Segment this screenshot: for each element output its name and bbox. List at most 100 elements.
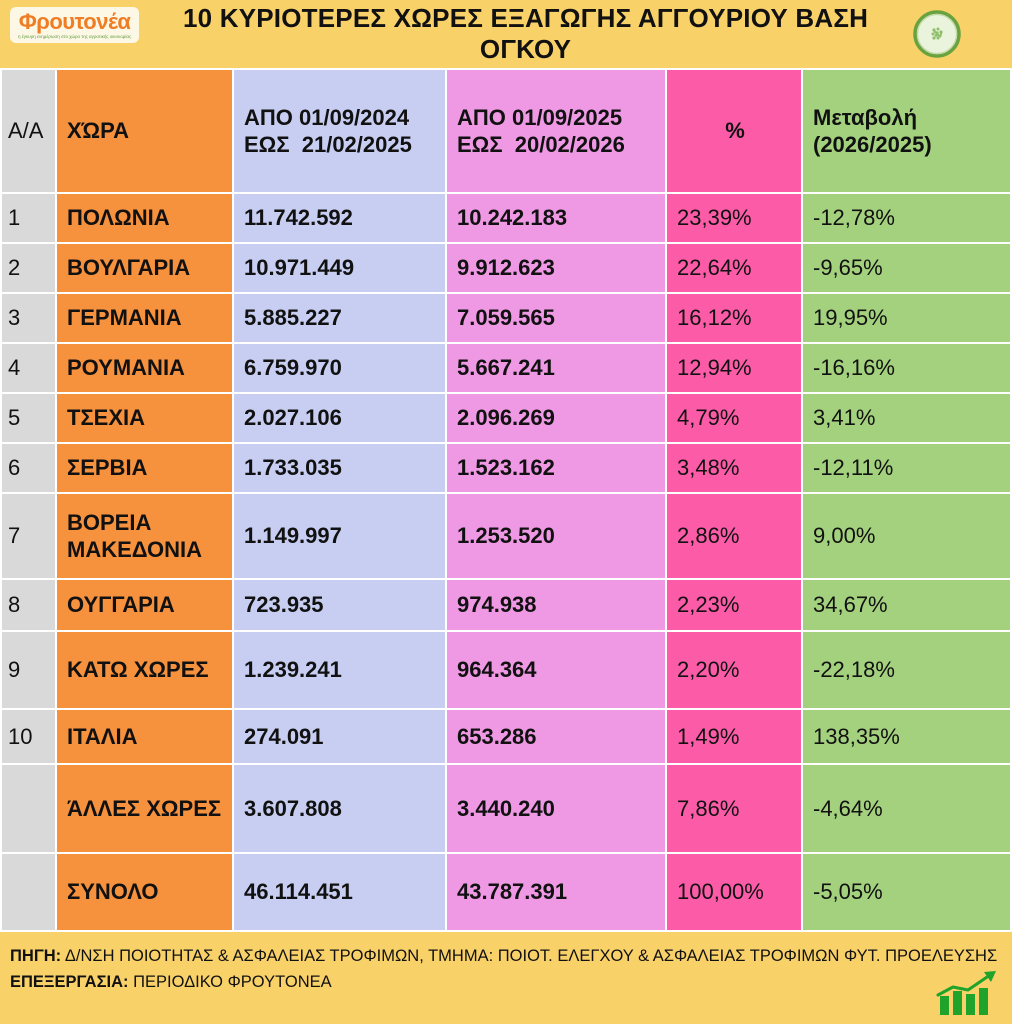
cell-percent: 2,86% (667, 494, 801, 578)
cell-period2: 1.253.520 (447, 494, 665, 578)
cell-period1: 5.885.227 (234, 294, 445, 342)
cell-index: 3 (2, 294, 55, 342)
column-header-period2: ΑΠΟ 01/09/2025 ΕΩΣ 20/02/2026 (447, 70, 665, 192)
table-row: 7 ΒΟΡΕΙΑ ΜΑΚΕΔΟΝΙΑ 1.149.997 1.253.520 2,86%… (2, 494, 1010, 578)
cell-period1: 274.091 (234, 710, 445, 763)
cell-index: 2 (2, 244, 55, 292)
cell-period2: 3.440.240 (447, 765, 665, 852)
cell-period1: 46.114.451 (234, 854, 445, 930)
source-label: ΠΗΓΗ: (10, 947, 62, 965)
cell-index: 4 (2, 344, 55, 392)
table-row: 1 ΠΟΛΩΝΙΑ 11.742.592 10.242.183 23,39% -12,78… (2, 194, 1010, 242)
column-header-index: A/A (2, 70, 55, 192)
cell-period2: 653.286 (447, 710, 665, 763)
table-row: 5 ΤΣΕΧΙΑ 2.027.106 2.096.269 4,79% 3,41% (2, 394, 1010, 442)
processing-line: ΕΠΕΞΕΡΓΑΣΙΑ: ΠΕΡΙΟΔΙΚΟ ΦΡΟΥΤΟΝΕΑ (10, 970, 998, 996)
cell-index: 10 (2, 710, 55, 763)
cell-period1: 3.607.808 (234, 765, 445, 852)
cell-country: ΒΟΥΛΓΑΡΙΑ (57, 244, 232, 292)
source-line: ΠΗΓΗ: Δ/ΝΣΗ ΠΟΙΟΤΗΤΑΣ & ΑΣΦΑΛΕΙΑΣ ΤΡΟΦΙΜ… (10, 944, 998, 970)
cucumber-slice-icon (913, 10, 961, 58)
table-row: 8 ΟΥΓΓΑΡΙΑ 723.935 974.938 2,23% 34,67% (2, 580, 1010, 630)
cell-index: 8 (2, 580, 55, 630)
table-row: 6 ΣΕΡΒΙΑ 1.733.035 1.523.162 3,48% -12,11% (2, 444, 1010, 492)
cell-index: 7 (2, 494, 55, 578)
cell-change: -4,64% (803, 765, 1010, 852)
cell-change: 34,67% (803, 580, 1010, 630)
cell-index (2, 854, 55, 930)
banner: Φρουτονέα η έγκυρη ενημέρωση στο χώρο τη… (0, 0, 1012, 68)
table-row: 3 ΓΕΡΜΑΝΙΑ 5.885.227 7.059.565 16,12% 19,95% (2, 294, 1010, 342)
cell-change: -16,16% (803, 344, 1010, 392)
processing-label: ΕΠΕΞΕΡΓΑΣΙΑ: (10, 972, 129, 991)
cell-period1: 1.239.241 (234, 632, 445, 708)
cell-change: -12,11% (803, 444, 1010, 492)
cell-change: -5,05% (803, 854, 1010, 930)
cell-index (2, 765, 55, 852)
cell-percent: 1,49% (667, 710, 801, 763)
table-row: ΣΥΝΟΛΟ 46.114.451 43.787.391 100,00% -5,05% (2, 854, 1010, 930)
cell-percent: 100,00% (667, 854, 801, 930)
processing-text: ΠΕΡΙΟΔΙΚΟ ΦΡΟΥΤΟΝΕΑ (128, 972, 332, 991)
table-row: 10 ΙΤΑΛΙΑ 274.091 653.286 1,49% 138,35% (2, 710, 1010, 763)
cell-period1: 11.742.592 (234, 194, 445, 242)
cell-index: 6 (2, 444, 55, 492)
cell-country: ΙΤΑΛΙΑ (57, 710, 232, 763)
cell-percent: 16,12% (667, 294, 801, 342)
cell-period1: 723.935 (234, 580, 445, 630)
cell-period1: 10.971.449 (234, 244, 445, 292)
cell-period2: 7.059.565 (447, 294, 665, 342)
cell-percent: 7,86% (667, 765, 801, 852)
logo-tagline: η έγκυρη ενημέρωση στο χώρο της αγροτική… (18, 34, 132, 40)
cell-change: -12,78% (803, 194, 1010, 242)
cell-period2: 10.242.183 (447, 194, 665, 242)
table-row: 4 ΡΟΥΜΑΝΙΑ 6.759.970 5.667.241 12,94% -16,16% (2, 344, 1010, 392)
cell-country: ΚΑΤΩ ΧΩΡΕΣ (57, 632, 232, 708)
column-header-country: ΧΏΡΑ (57, 70, 232, 192)
cell-country: ΓΕΡΜΑΝΙΑ (57, 294, 232, 342)
cell-country: ΒΟΡΕΙΑ ΜΑΚΕΔΟΝΙΑ (57, 494, 232, 578)
cell-change: 19,95% (803, 294, 1010, 342)
cell-country: ΠΟΛΩΝΙΑ (57, 194, 232, 242)
column-header-change: Μεταβολή (2026/2025) (803, 70, 1010, 192)
cell-percent: 3,48% (667, 444, 801, 492)
cell-index: 1 (2, 194, 55, 242)
footer: ΠΗΓΗ: Δ/ΝΣΗ ΠΟΙΟΤΗΤΑΣ & ΑΣΦΑΛΕΙΑΣ ΤΡΟΦΙΜ… (0, 932, 1012, 1024)
cell-period1: 1.149.997 (234, 494, 445, 578)
cell-period2: 974.938 (447, 580, 665, 630)
logo-wordmark: Φρουτονέα (18, 9, 131, 35)
cell-period2: 43.787.391 (447, 854, 665, 930)
cell-percent: 23,39% (667, 194, 801, 242)
table-row: 2 ΒΟΥΛΓΑΡΙΑ 10.971.449 9.912.623 22,64% -9,65… (2, 244, 1010, 292)
cell-percent: 4,79% (667, 394, 801, 442)
table-body: 1 ΠΟΛΩΝΙΑ 11.742.592 10.242.183 23,39% -12,78… (2, 194, 1010, 930)
cell-period2: 2.096.269 (447, 394, 665, 442)
cell-period1: 6.759.970 (234, 344, 445, 392)
cell-period1: 1.733.035 (234, 444, 445, 492)
cell-country: ΤΣΕΧΙΑ (57, 394, 232, 442)
cell-change: 138,35% (803, 710, 1010, 763)
growth-chart-icon (936, 971, 996, 1015)
cell-country: ΣΥΝΟΛΟ (57, 854, 232, 930)
cell-change: 9,00% (803, 494, 1010, 578)
cell-country: ΡΟΥΜΑΝΙΑ (57, 344, 232, 392)
cell-period2: 5.667.241 (447, 344, 665, 392)
exports-table: A/A ΧΏΡΑ ΑΠΟ 01/09/2024 ΕΩΣ 21/02/2025 Α… (0, 68, 1012, 932)
cell-period2: 964.364 (447, 632, 665, 708)
cell-country: ΆΛΛΕΣ ΧΩΡΕΣ (57, 765, 232, 852)
table-header-row: A/A ΧΏΡΑ ΑΠΟ 01/09/2024 ΕΩΣ 21/02/2025 Α… (2, 70, 1010, 192)
cell-period2: 9.912.623 (447, 244, 665, 292)
cell-percent: 2,20% (667, 632, 801, 708)
cell-change: -9,65% (803, 244, 1010, 292)
table-row: ΆΛΛΕΣ ΧΩΡΕΣ 3.607.808 3.440.240 7,86% -4,64% (2, 765, 1010, 852)
source-text: Δ/ΝΣΗ ΠΟΙΟΤΗΤΑΣ & ΑΣΦΑΛΕΙΑΣ ΤΡΟΦΙΜΩΝ, ΤΜ… (61, 947, 998, 965)
cell-index: 5 (2, 394, 55, 442)
cell-percent: 2,23% (667, 580, 801, 630)
cell-change: -22,18% (803, 632, 1010, 708)
page-title: 10 ΚΥΡΙΟΤΕΡΕΣ ΧΩΡΕΣ ΕΞΑΓΩΓΗΣ ΑΓΓΟΥΡΙΟΥ Β… (183, 3, 869, 64)
cell-index: 9 (2, 632, 55, 708)
cell-period2: 1.523.162 (447, 444, 665, 492)
cell-country: ΣΕΡΒΙΑ (57, 444, 232, 492)
table-row: 9 ΚΑΤΩ ΧΩΡΕΣ 1.239.241 964.364 2,20% -22,18% (2, 632, 1010, 708)
